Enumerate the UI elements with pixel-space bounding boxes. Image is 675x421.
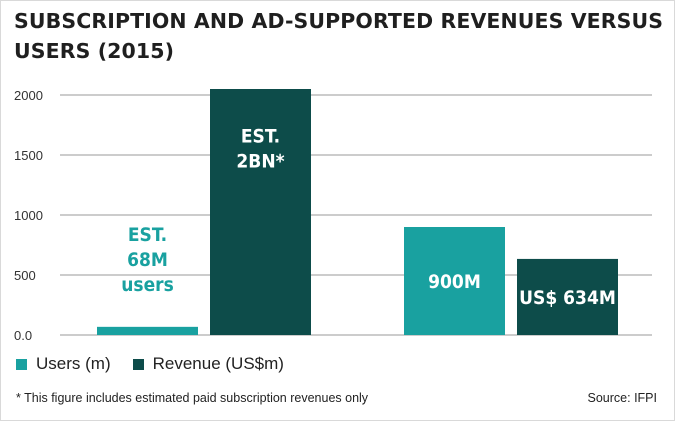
bar <box>517 258 618 335</box>
y-tick-label: 500 <box>14 268 36 283</box>
y-tick-label: 2000 <box>14 88 43 103</box>
bar-data-label: US$ 634M <box>519 287 616 309</box>
bar-data-label: EST. <box>128 224 167 246</box>
bar <box>404 227 505 335</box>
y-tick-label: 1500 <box>14 148 43 163</box>
legend-label-revenue: Revenue (US$m) <box>152 354 284 373</box>
legend-label-users: Users (m) <box>36 354 111 373</box>
legend-swatch-users <box>16 358 27 370</box>
chart-title: SUBSCRIPTION AND AD-SUPPORTED REVENUES V… <box>14 9 664 63</box>
bar-data-label: 900M <box>428 271 481 293</box>
bar <box>210 89 311 335</box>
bar-data-label: 68M <box>127 249 168 271</box>
legend-item-users: Users (m) <box>16 354 111 374</box>
bar-data-label: 2BN* <box>236 151 284 173</box>
legend-swatch-revenue <box>132 358 144 370</box>
bar-data-label: EST. <box>241 126 280 148</box>
bar-data-label: users <box>121 274 174 296</box>
footnote: * This figure includes estimated paid su… <box>16 391 369 405</box>
bar <box>97 326 198 335</box>
legend: Users (m) Revenue (US$m) <box>16 354 306 374</box>
legend-item-revenue: Revenue (US$m) <box>132 354 284 374</box>
y-tick-label: 0.0 <box>14 328 32 343</box>
y-tick-label: 1000 <box>14 208 43 223</box>
source-credit: Source: IFPI <box>587 391 657 405</box>
